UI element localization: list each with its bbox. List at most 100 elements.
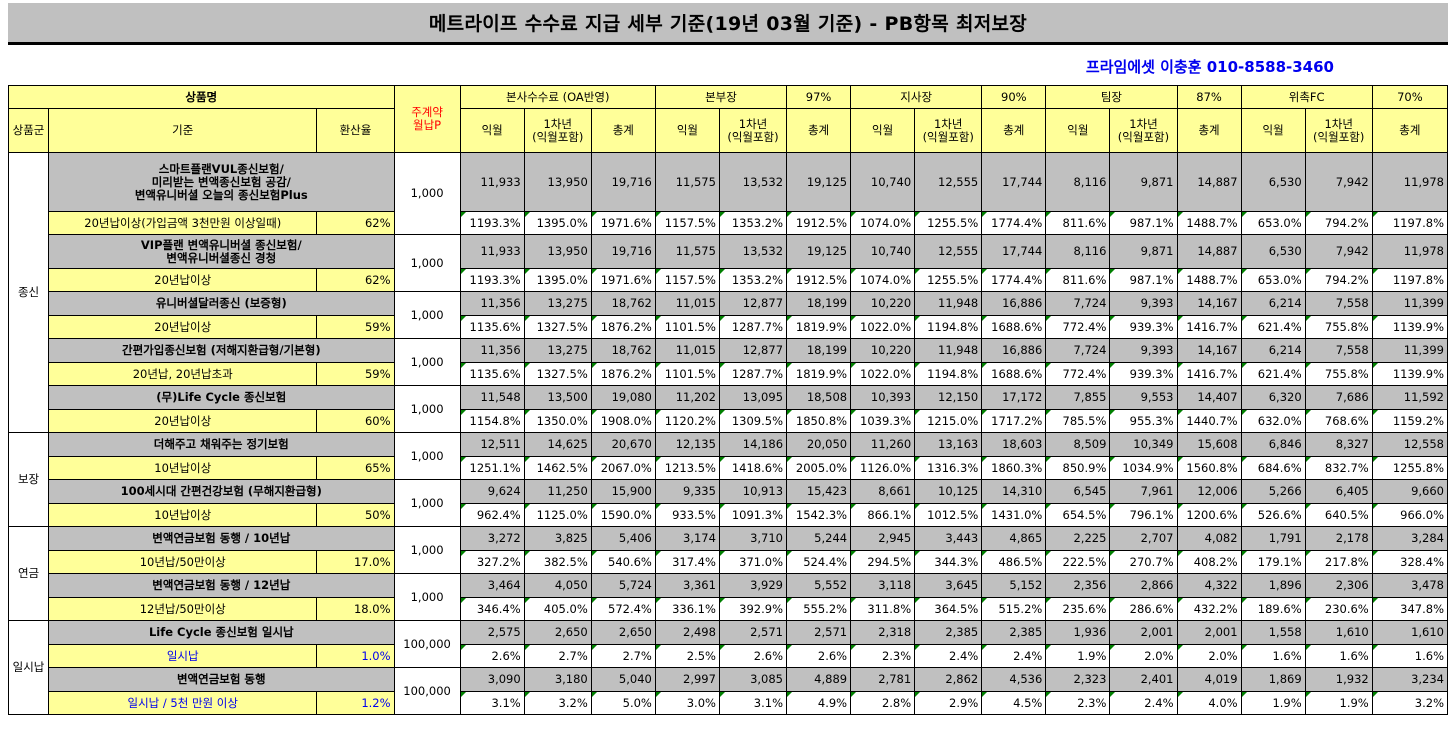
amount-cell: 2,997 [654, 667, 720, 692]
pct-cell: 850.9% [1045, 456, 1111, 480]
pct-cell: 2.5% [654, 644, 720, 668]
pct-cell: 1022.0% [850, 362, 916, 386]
product-row: 보장 더해주고 채워주는 정기보험 1,000 12,511 14,625 20,670 1… [7, 432, 1449, 527]
pct-cell: 347.8% [1371, 597, 1449, 621]
pct-cell: 1213.5% [654, 456, 720, 480]
pct-cell: 1022.0% [850, 315, 916, 339]
pct-cell: 1971.6% [590, 211, 656, 235]
amount-cell: 2,225 [1045, 526, 1111, 551]
pct-cell: 987.1% [1109, 211, 1178, 235]
amount-cell: 18,603 [981, 432, 1047, 457]
amount-cell: 1,932 [1304, 667, 1373, 692]
amount-cell: 19,716 [590, 152, 656, 212]
amount-cell: 12,555 [914, 234, 983, 269]
product-pct-row: 20년납이상 62% 1193.3% 1395.0% 1971.6% 1157.5% 135… [9, 268, 1449, 292]
pct-cell: 2005.0% [786, 456, 852, 480]
amount-cell: 11,575 [654, 152, 720, 212]
pct-cell: 1135.6% [459, 362, 525, 386]
pct-cell: 768.6% [1304, 409, 1373, 433]
amount-cell: 9,393 [1109, 291, 1178, 316]
pct-cell: 3.2% [523, 691, 592, 715]
product-name: 변액연금보험 동행 [48, 667, 395, 692]
amount-cell: 6,214 [1240, 338, 1306, 363]
amount-cell: 11,202 [654, 385, 720, 410]
amount-cell: 4,050 [523, 573, 592, 598]
amount-cell: 3,272 [459, 526, 525, 551]
amount-cell: 20,670 [590, 432, 656, 457]
amount-cell: 11,015 [654, 338, 720, 363]
pct-cell: 811.6% [1045, 268, 1111, 292]
pct-cell: 939.3% [1109, 362, 1178, 386]
monthly-premium-value: 1,000 [393, 234, 461, 292]
pct-cell: 270.7% [1109, 550, 1178, 574]
pct-cell: 3.0% [654, 691, 720, 715]
pct-cell: 1688.6% [981, 362, 1047, 386]
header-group: 상품군 [7, 108, 50, 153]
pct-cell: 3.2% [1371, 691, 1449, 715]
pct-cell: 524.4% [786, 550, 852, 574]
header-total: 총계 [981, 108, 1047, 153]
amount-cell: 2,781 [850, 667, 916, 692]
amount-cell: 3,929 [718, 573, 788, 598]
amount-cell: 3,478 [1371, 573, 1449, 598]
pct-cell: 939.3% [1109, 315, 1178, 339]
amount-cell: 18,508 [786, 385, 852, 410]
product-name: 100세시대 간편건강보험 (무해지환급형) [48, 479, 395, 504]
pct-cell: 515.2% [981, 597, 1047, 621]
amount-cell: 1,610 [1304, 620, 1373, 645]
amount-cell: 14,625 [523, 432, 592, 457]
monthly-premium-value: 1,000 [393, 573, 461, 621]
amount-cell: 9,553 [1109, 385, 1178, 410]
product-criteria: 12년납/50만이상 [48, 597, 318, 621]
pct-cell: 1287.7% [718, 362, 788, 386]
pct-cell: 1416.7% [1176, 362, 1242, 386]
pct-cell: 405.0% [523, 597, 592, 621]
pct-cell: 1255.5% [914, 211, 983, 235]
product-row: 변액연금보험 동행 100,000 3,090 3,180 5,040 2,997 3,08… [9, 667, 1449, 715]
pct-cell: 222.5% [1045, 550, 1111, 574]
amount-cell: 3,118 [850, 573, 916, 598]
pct-cell: 1.9% [1045, 644, 1111, 668]
pct-cell: 772.4% [1045, 315, 1111, 339]
pct-cell: 1200.6% [1176, 503, 1242, 527]
product-pct-row: 일시납 / 5천 만원 이상 1.2% 3.1% 3.2% 5.0% 3.0% 3.1% 4.… [9, 691, 1449, 715]
amount-cell: 13,950 [523, 234, 592, 269]
amount-cell: 1,936 [1045, 620, 1111, 645]
amount-cell: 10,740 [850, 152, 916, 212]
pct-cell: 2.4% [981, 644, 1047, 668]
product-name: VIP플랜 변액유니버셜 종신보험/변액유니버셜종신 경청 [48, 234, 395, 269]
pct-cell: 640.5% [1304, 503, 1373, 527]
monthly-premium-value: 1,000 [393, 338, 461, 386]
amount-cell: 14,407 [1176, 385, 1242, 410]
pct-cell: 1440.7% [1176, 409, 1242, 433]
pct-cell: 987.1% [1109, 268, 1178, 292]
monthly-premium-value: 1,000 [393, 385, 461, 433]
amount-cell: 14,167 [1176, 338, 1242, 363]
pct-cell: 555.2% [786, 597, 852, 621]
product-criteria: 10년납/50만이상 [48, 550, 318, 574]
pct-cell: 189.6% [1240, 597, 1306, 621]
monthly-premium-value: 1,000 [393, 479, 461, 527]
pct-cell: 432.2% [1176, 597, 1242, 621]
pct-cell: 1193.3% [459, 211, 525, 235]
amount-cell: 4,019 [1176, 667, 1242, 692]
amount-cell: 10,913 [718, 479, 788, 504]
amount-cell: 11,399 [1371, 291, 1449, 316]
pct-cell: 382.5% [523, 550, 592, 574]
amount-cell: 7,558 [1304, 291, 1373, 316]
pct-cell: 1774.4% [981, 268, 1047, 292]
conversion-rate: 1.0% [316, 644, 395, 668]
header-product-name: 상품명 [8, 85, 395, 109]
amount-cell: 4,865 [981, 526, 1047, 551]
pct-cell: 1.9% [1240, 691, 1306, 715]
amount-cell: 17,744 [981, 234, 1047, 269]
amount-cell: 3,090 [459, 667, 525, 692]
pct-cell: 1197.8% [1371, 211, 1449, 235]
amount-cell: 3,710 [718, 526, 788, 551]
amount-cell: 3,464 [459, 573, 525, 598]
pct-cell: 526.6% [1240, 503, 1306, 527]
contact-info: 프라임에셋 이충훈 010-8588-3460 [1085, 58, 1334, 76]
amount-cell: 18,199 [786, 291, 852, 316]
pct-cell: 4.5% [981, 691, 1047, 715]
amount-cell: 7,942 [1304, 234, 1373, 269]
